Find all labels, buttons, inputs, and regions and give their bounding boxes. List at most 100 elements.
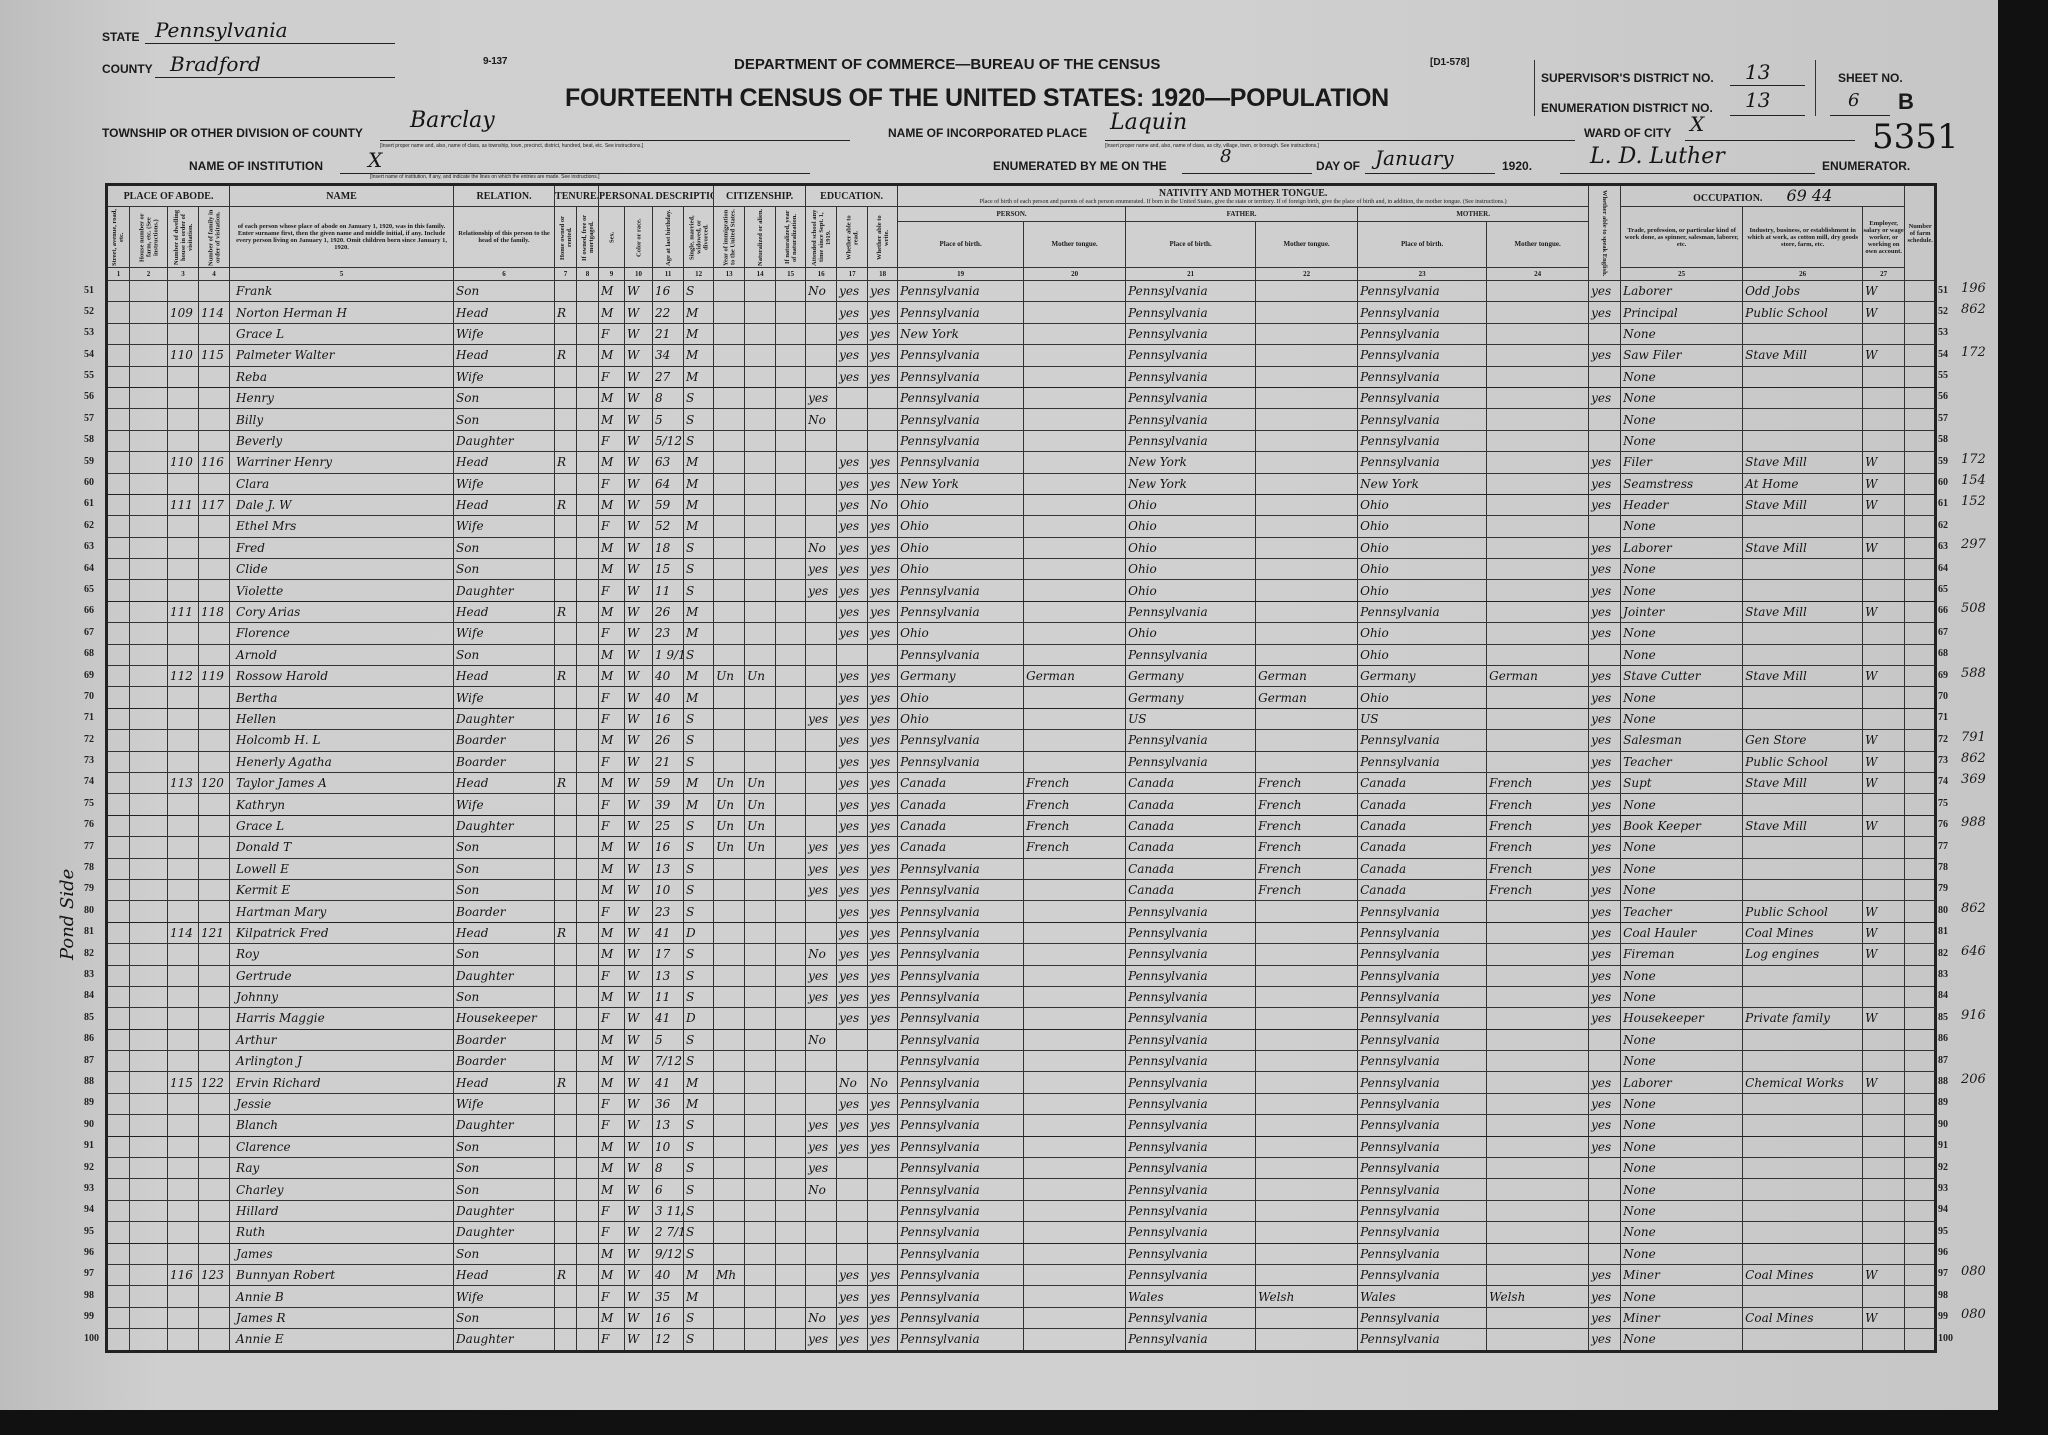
cell-able-to-read: yes xyxy=(836,451,869,474)
cell-employment-class xyxy=(1862,1221,1906,1244)
cell-mother-birthplace: Pennsylvania xyxy=(1357,408,1488,431)
line-number-right: 86 xyxy=(1938,1033,1948,1045)
cell-able-to-write xyxy=(867,1242,899,1265)
cell-sex: M xyxy=(598,279,626,303)
right-margin-note: 588 xyxy=(1961,665,1986,681)
cell-father-mother-tongue: German xyxy=(1255,665,1359,688)
cell-sex: F xyxy=(598,1328,626,1352)
line-number-left: 70 xyxy=(84,690,94,702)
cell-sex: F xyxy=(598,472,626,495)
cell-color-or-race: W xyxy=(624,365,654,388)
cell-father-mother-tongue: French xyxy=(1255,836,1359,859)
cell-speaks-english: yes xyxy=(1588,793,1622,816)
cell-trade: None xyxy=(1620,515,1744,538)
cell-marital-status: S xyxy=(683,836,715,859)
cell-able-to-read: yes xyxy=(836,900,869,923)
line-number-left: 86 xyxy=(84,1033,94,1045)
cell-sex: M xyxy=(598,836,626,859)
line-number-right: 95 xyxy=(1938,1225,1948,1237)
cell-color-or-race: W xyxy=(624,814,654,838)
cell-relation: Son xyxy=(453,279,556,303)
cell-naturalized-or-alien xyxy=(744,493,777,517)
cell-person-name: Clarence xyxy=(229,1135,455,1159)
cell-attended-school: yes xyxy=(805,386,838,410)
cell-speaks-english: yes xyxy=(1588,1263,1622,1287)
cell-home-owned-or-rented xyxy=(554,707,578,731)
cell-attended-school: No xyxy=(805,1306,838,1330)
cell-relation: Boarder xyxy=(453,750,556,773)
right-margin-note: 508 xyxy=(1961,601,1986,617)
cell-able-to-read: yes xyxy=(836,750,869,773)
cell-person-name: Clide xyxy=(229,558,455,581)
table-row: Donald T Son M W 16 S Un Un yes yes yes Canada Frenc… xyxy=(106,836,1937,859)
column-number: 27 xyxy=(1862,267,1906,281)
cell-trade: Fireman xyxy=(1620,943,1744,966)
cell-naturalized-or-alien xyxy=(744,921,777,945)
cell-able-to-read: yes xyxy=(836,472,869,495)
cell-owned-free-or-mortgaged xyxy=(576,900,600,923)
cell-mother-birthplace: Pennsylvania xyxy=(1357,1242,1488,1265)
cell-relation: Wife xyxy=(453,472,556,495)
cell-able-to-read xyxy=(836,1050,869,1073)
cell-trade: None xyxy=(1620,793,1744,816)
cell-color-or-race: W xyxy=(624,1285,654,1308)
cell-birthplace: Pennsylvania xyxy=(897,921,1025,945)
cell-attended-school: yes xyxy=(805,558,838,581)
cell-relation: Daughter xyxy=(453,1114,556,1137)
cell-dwelling-number xyxy=(167,643,199,667)
cell-mother-mother-tongue: Welsh xyxy=(1486,1285,1590,1308)
cell-able-to-read: yes xyxy=(836,771,869,795)
cell-naturalized-or-alien xyxy=(744,729,777,752)
cell-able-to-read xyxy=(836,1157,869,1180)
cell-trade: None xyxy=(1620,878,1744,902)
right-margin-note: 791 xyxy=(1961,729,1986,745)
cell-father-birthplace: New York xyxy=(1125,451,1257,474)
cell-person-name: Ethel Mrs xyxy=(229,515,455,538)
cell-trade: None xyxy=(1620,622,1744,645)
side-note: Pond Side xyxy=(57,868,78,960)
line-number-left: 90 xyxy=(84,1118,94,1130)
cell-color-or-race: W xyxy=(624,707,654,731)
cell-birthplace: New York xyxy=(897,472,1025,495)
cell-farm-schedule-number xyxy=(1904,1285,1937,1308)
cell-naturalized-or-alien xyxy=(744,1007,777,1030)
cell-relation: Daughter xyxy=(453,429,556,453)
cell-able-to-write: yes xyxy=(867,1306,899,1330)
cell-mother-birthplace: Germany xyxy=(1357,665,1488,688)
line-number-right: 54 xyxy=(1938,348,1948,360)
cell-father-mother-tongue xyxy=(1255,1221,1359,1244)
cell-attended-school: yes xyxy=(805,1114,838,1137)
cell-year-of-naturalization xyxy=(775,814,807,838)
line-number-right: 79 xyxy=(1938,883,1948,895)
cell-person-name: Donald T xyxy=(229,836,455,859)
cell-mother-birthplace: Ohio xyxy=(1357,643,1488,667)
cell-father-mother-tongue xyxy=(1255,579,1359,602)
cell-birthplace: Pennsylvania xyxy=(897,857,1025,880)
line-number-right: 97 xyxy=(1938,1268,1948,1280)
cell-able-to-write: yes xyxy=(867,600,899,624)
cell-age: 10 xyxy=(652,1135,685,1159)
cell-mother-tongue xyxy=(1023,1050,1127,1073)
cell-birthplace: Pennsylvania xyxy=(897,1050,1025,1073)
cell-farm-schedule-number xyxy=(1904,985,1937,1009)
cell-attended-school xyxy=(805,365,838,388)
cell-industry: Public School xyxy=(1742,750,1864,773)
line-number-right: 52 xyxy=(1938,305,1948,317)
cell-able-to-read: yes xyxy=(836,878,869,902)
cell-owned-free-or-mortgaged xyxy=(576,985,600,1009)
cell-year-of-naturalization xyxy=(775,344,807,367)
cell-mother-birthplace: Pennsylvania xyxy=(1357,750,1488,773)
cell-year-of-immigration xyxy=(713,943,746,966)
cell-person-name: Kermit E xyxy=(229,878,455,902)
cell-industry xyxy=(1742,1135,1864,1159)
cell-mother-tongue xyxy=(1023,600,1127,624)
cell-attended-school: No xyxy=(805,536,838,560)
cell-person-name: James R xyxy=(229,1306,455,1330)
cell-father-mother-tongue xyxy=(1255,1135,1359,1159)
cell-marital-status: S xyxy=(683,1050,715,1073)
cell-speaks-english xyxy=(1588,365,1622,388)
cell-able-to-write: No xyxy=(867,493,899,517)
cell-naturalized-or-alien xyxy=(744,579,777,602)
cell-mother-birthplace: Pennsylvania xyxy=(1357,1157,1488,1180)
cell-father-mother-tongue xyxy=(1255,386,1359,410)
